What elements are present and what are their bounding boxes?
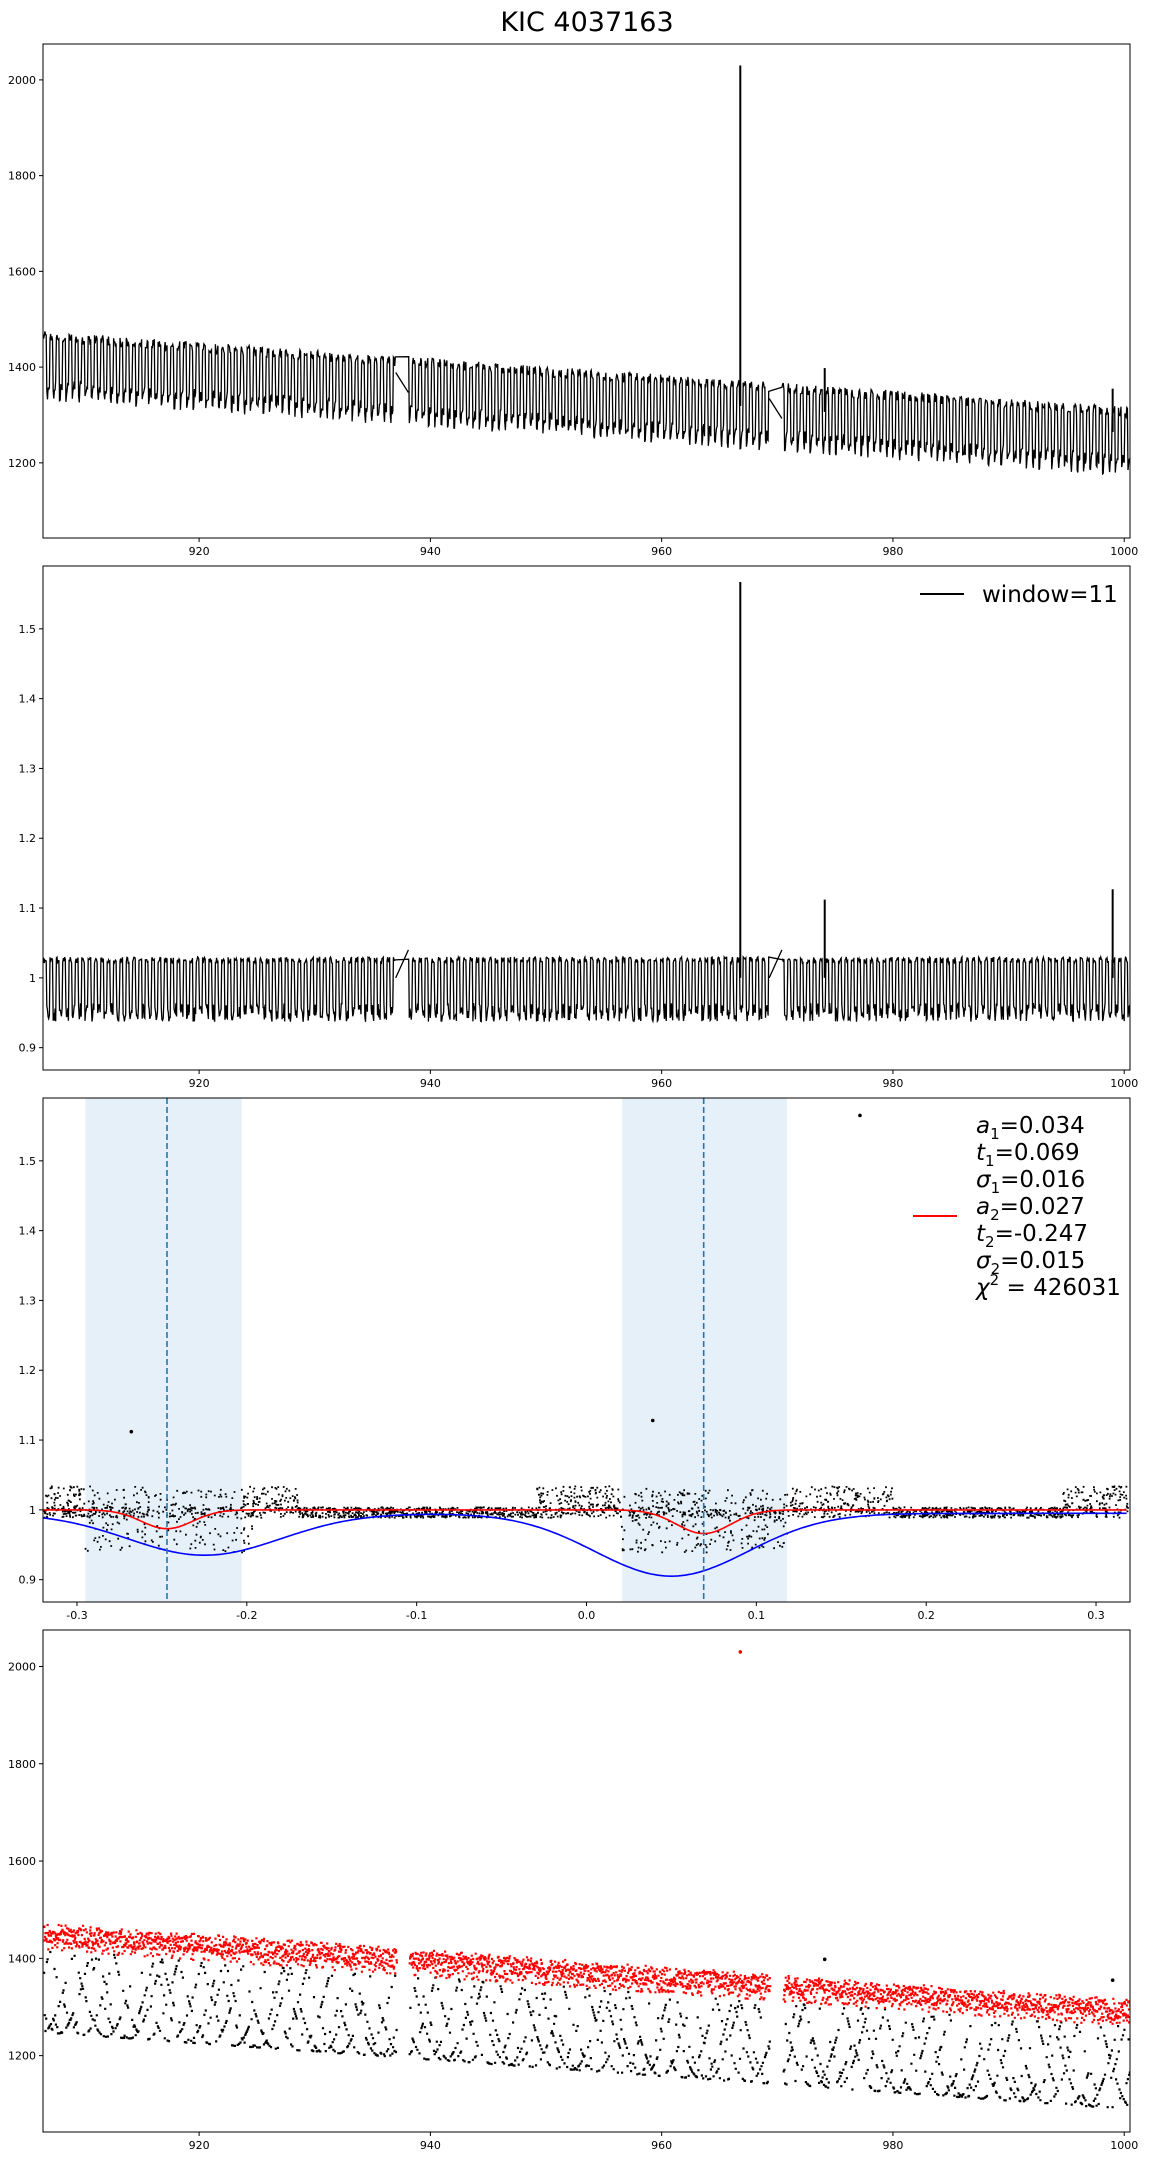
x-tick-label: 940 [420,2139,441,2152]
x-tick-label: 0.1 [748,1609,766,1622]
x-tick-label: -0.3 [66,1609,87,1622]
fit-parameter-label: t1=0.069 [976,1140,1080,1170]
outlier-point [1110,1978,1115,1983]
panel-raw-flux-with-model: 920 940 960 980 1000 1200 1400 1600 1800 2000 [8,1629,1138,2152]
x-tick-label: 0.2 [917,1609,935,1622]
y-tick-label: 0.9 [19,1574,37,1587]
x-tick-label: -0.2 [236,1609,257,1622]
in-eclipse-points [43,1950,1130,2110]
outlier-point [738,1650,743,1654]
blue-model-curve [43,1512,1127,1578]
x-tick-label: 960 [651,1077,672,1090]
x-tick-label: 1000 [1110,2139,1138,2152]
y-tick-label: 1 [29,1504,36,1517]
x-tick-label: 960 [651,2139,672,2152]
x-tick-label: 920 [189,1077,210,1090]
x-tick-label: 1000 [1110,545,1138,558]
y-tick-label: 1800 [8,170,36,183]
x-tick-label: 920 [189,2139,210,2152]
y-tick-label: 1.5 [19,1155,37,1168]
eclipse-window [85,1098,242,1602]
x-tick-label: 940 [420,545,441,558]
y-tick-label: 1600 [8,1855,36,1868]
y-tick-label: 1.3 [19,1294,37,1307]
y-tick-label: 1200 [8,457,36,470]
outlier-point [650,1418,655,1423]
x-tick-label: 980 [882,545,903,558]
fit-parameter-label: σ2=0.015 [976,1248,1085,1278]
y-tick-label: 1400 [8,1952,36,1965]
y-tick-label: 1.1 [19,1434,37,1447]
panel-raw-flux: 920 940 960 980 1000 1200 1400 1600 1800 2000 [8,43,1138,558]
y-tick-label: 0.9 [19,1042,37,1055]
plot-area [43,1098,1129,1602]
legend-label: window=11 [982,582,1118,608]
y-tick-label: 1600 [8,265,36,278]
fit-parameter-label: t2=-0.247 [976,1221,1088,1251]
out-of-eclipse-points [43,1923,1130,2025]
x-tick-label: 1000 [1110,1077,1138,1090]
panel-normalized-flux: 920 940 960 980 1000 0.9 1 1.1 1.2 1.3 1.4 1.5 windo… [19,565,1138,1090]
y-tick-label: 1.2 [19,1364,37,1377]
outlier-point [129,1429,134,1434]
x-tick-label: 0.0 [578,1609,596,1622]
plot-area [43,1650,1130,2110]
plot-area [43,582,1130,1024]
y-tick-label: 1200 [8,2050,36,2063]
y-tick-label: 1.1 [19,902,37,915]
fit-parameter-label: σ1=0.016 [976,1167,1085,1197]
y-tick-label: 1800 [8,1758,36,1771]
x-tick-label: 940 [420,1077,441,1090]
axes-frame [42,1629,1131,2133]
y-tick-label: 2000 [8,74,36,87]
axes-frame [42,43,1131,539]
x-tick-label: 0.3 [1087,1609,1105,1622]
y-tick-label: 1400 [8,361,36,374]
eclipse-window [622,1098,787,1602]
x-tick-label: 960 [651,545,672,558]
outlier-point [822,1957,827,1962]
y-tick-label: 1.4 [19,1225,37,1238]
fit-parameter-label: a1=0.034 [976,1113,1085,1143]
axes-frame [42,565,1131,1071]
fit-parameter-label: a2=0.027 [976,1194,1085,1224]
plot-area [43,65,1130,476]
y-tick-label: 1.4 [19,693,37,706]
outlier-point [858,1113,862,1118]
x-tick-label: -0.1 [406,1609,427,1622]
y-tick-label: 2000 [8,1660,36,1673]
panel-phase-folded: -0.3 -0.2 -0.1 0.0 0.1 0.2 0.3 0.9 1 1.1 1.2 1.3 1.4… [19,1097,1131,1622]
raw-flux-line [43,331,1130,476]
x-tick-label: 920 [189,545,210,558]
y-tick-label: 1.2 [19,832,37,845]
x-tick-label: 980 [882,1077,903,1090]
fit-parameter-label: χ2 = 426031 [974,1271,1121,1301]
y-tick-label: 1 [29,972,36,985]
red-model-curve [43,1509,1127,1535]
figure-title: KIC 4037163 [500,7,673,38]
normalized-flux-line [43,949,1130,1024]
y-tick-label: 1.3 [19,762,37,775]
y-tick-label: 1.5 [19,623,37,636]
x-tick-label: 980 [882,2139,903,2152]
